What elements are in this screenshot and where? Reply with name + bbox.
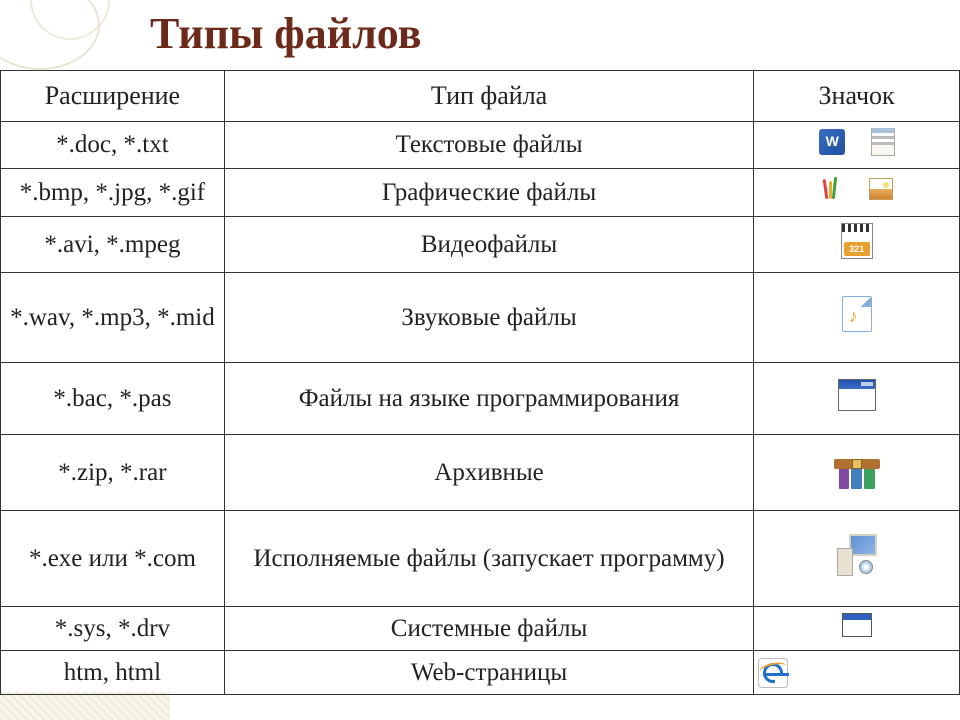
cell-type: Исполняемые файлы (запускает программу)	[224, 511, 753, 607]
word-icon	[819, 129, 845, 155]
cell-icons	[754, 511, 960, 607]
cell-type: Текстовые файлы	[224, 122, 753, 169]
table-row: *.avi, *.mpeg Видеофайлы	[1, 217, 960, 273]
column-header-type: Тип файла	[224, 71, 753, 122]
paint-icon	[821, 175, 843, 203]
cell-icons	[754, 651, 960, 695]
small-window-icon	[842, 613, 872, 637]
program-window-icon	[838, 379, 876, 411]
table-header-row: Расширение Тип файла Значок	[1, 71, 960, 122]
cell-extension: *.wav, *.mp3, *.mid	[1, 273, 225, 363]
cell-type: Файлы на языке программирования	[224, 363, 753, 435]
cell-type: Архивные	[224, 435, 753, 511]
cell-extension: *.sys, *.drv	[1, 607, 225, 651]
archive-icon	[834, 449, 880, 489]
cell-extension: *.bmp, *.jpg, *.gif	[1, 169, 225, 217]
table-row: *.zip, *.rar Архивные	[1, 435, 960, 511]
video-icon	[841, 223, 873, 259]
cell-icons	[754, 273, 960, 363]
cell-extension: *.doc, *.txt	[1, 122, 225, 169]
table-row: *.exe или *.com Исполняемые файлы (запус…	[1, 511, 960, 607]
cell-extension: *.zip, *.rar	[1, 435, 225, 511]
file-types-table: Расширение Тип файла Значок *.doc, *.txt…	[0, 70, 960, 695]
cell-type: Графические файлы	[224, 169, 753, 217]
cell-extension: htm, html	[1, 651, 225, 695]
table-row: htm, html Web-страницы	[1, 651, 960, 695]
cell-extension: *.bac, *.pas	[1, 363, 225, 435]
column-header-extension: Расширение	[1, 71, 225, 122]
cell-type: Web-страницы	[224, 651, 753, 695]
ie-icon	[758, 658, 788, 688]
footer-decoration-icon	[0, 692, 170, 720]
notepad-icon	[871, 128, 895, 156]
table-row: *.sys, *.drv Системные файлы	[1, 607, 960, 651]
cell-icons	[754, 435, 960, 511]
cell-icons	[754, 217, 960, 273]
cell-icons	[754, 122, 960, 169]
computer-icon	[837, 534, 877, 576]
cell-icons	[754, 169, 960, 217]
table-row: *.bac, *.pas Файлы на языке программиров…	[1, 363, 960, 435]
sound-icon	[842, 296, 872, 332]
cell-icons	[754, 607, 960, 651]
cell-type: Видеофайлы	[224, 217, 753, 273]
cell-type: Системные файлы	[224, 607, 753, 651]
cell-type: Звуковые файлы	[224, 273, 753, 363]
table-row: *.doc, *.txt Текстовые файлы	[1, 122, 960, 169]
cell-extension: *.exe или *.com	[1, 511, 225, 607]
table-row: *.wav, *.mp3, *.mid Звуковые файлы	[1, 273, 960, 363]
page-title: Типы файлов	[150, 8, 421, 59]
table-row: *.bmp, *.jpg, *.gif Графические файлы	[1, 169, 960, 217]
cell-icons	[754, 363, 960, 435]
image-icon	[869, 178, 893, 200]
cell-extension: *.avi, *.mpeg	[1, 217, 225, 273]
column-header-icon: Значок	[754, 71, 960, 122]
